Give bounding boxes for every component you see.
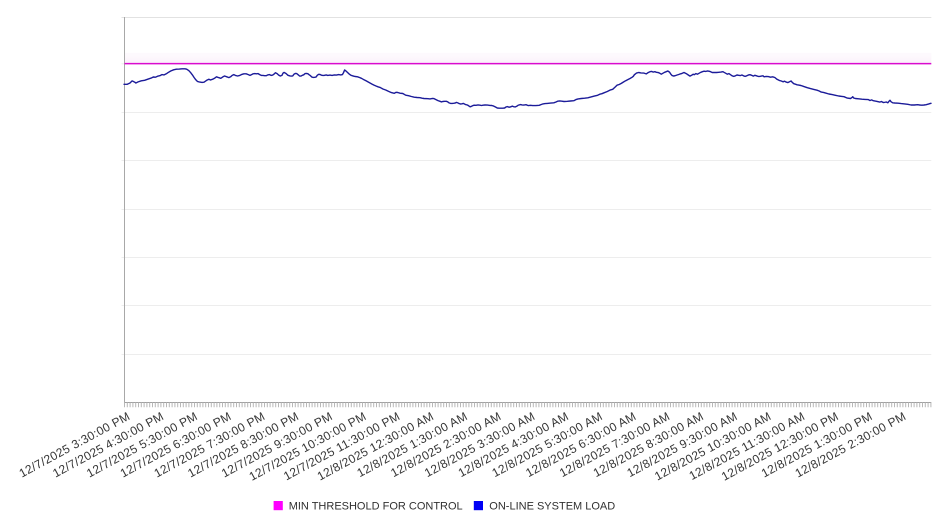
svg-text:ON-LINE SYSTEM LOAD: ON-LINE SYSTEM LOAD: [489, 501, 615, 513]
svg-text:MIN THRESHOLD FOR CONTROL: MIN THRESHOLD FOR CONTROL: [289, 501, 463, 513]
